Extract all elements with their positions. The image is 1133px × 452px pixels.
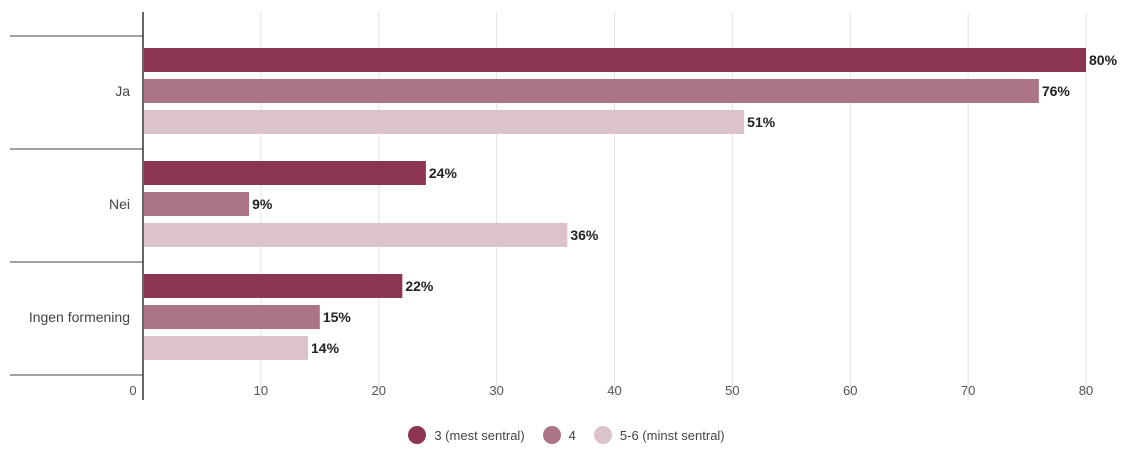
legend-item-series-1: 3 (mest sentral) [408, 426, 525, 444]
x-tick-label-30: 30 [489, 383, 503, 398]
bar-2-1 [144, 161, 426, 185]
data-label-2-1: 24% [429, 165, 458, 181]
axes: 0 10 20 30 40 50 60 70 80 Ja Nei Ingen formening [10, 12, 1093, 400]
data-label-1-3: 51% [747, 114, 776, 130]
category-label-2: Nei [109, 196, 130, 212]
x-tick-label-0: 0 [129, 383, 136, 398]
bar-3-1 [144, 274, 403, 298]
legend-swatch-series-1 [408, 426, 427, 444]
bars: 80% 76% 51% 24% 9% 36% 22% 15% 14% [144, 48, 1118, 360]
x-tick-label-80: 80 [1079, 383, 1093, 398]
legend: 3 (mest sentral) 4 5-6 (minst sentral) [0, 426, 1133, 444]
x-tick-label-70: 70 [961, 383, 975, 398]
bar-1-2 [144, 79, 1039, 103]
x-tick-label-50: 50 [725, 383, 739, 398]
bar-1-3 [144, 110, 745, 134]
x-tick-label-60: 60 [843, 383, 857, 398]
bar-3-3 [144, 336, 309, 360]
data-label-2-2: 9% [252, 196, 273, 212]
data-label-1-2: 76% [1042, 83, 1071, 99]
x-tick-label-10: 10 [254, 383, 268, 398]
legend-label-series-2: 4 [568, 427, 576, 443]
data-label-3-3: 14% [311, 340, 340, 356]
data-label-3-2: 15% [323, 309, 352, 325]
data-label-2-3: 36% [570, 227, 599, 243]
bar-1-1 [144, 48, 1086, 72]
bar-3-2 [144, 305, 320, 329]
legend-swatch-series-2 [542, 426, 561, 444]
category-label-3: Ingen formening [29, 309, 130, 325]
legend-item-series-2: 4 [542, 426, 576, 444]
bar-2-2 [144, 192, 250, 216]
x-tick-label-20: 20 [372, 383, 386, 398]
category-label-1: Ja [115, 83, 130, 99]
x-tick-label-40: 40 [607, 383, 621, 398]
legend-label-series-3: 5-6 (minst sentral) [619, 427, 725, 443]
data-label-1-1: 80% [1089, 52, 1118, 68]
legend-item-series-3: 5-6 (minst sentral) [593, 426, 725, 444]
legend-swatch-series-3 [593, 426, 612, 444]
bar-2-3 [144, 223, 568, 247]
data-label-3-1: 22% [405, 278, 434, 294]
bar-chart: 80% 76% 51% 24% 9% 36% 22% 15% 14% 0 10 20 30 40 50 60… [10, 12, 1118, 400]
gridlines [260, 12, 1087, 400]
legend-label-series-1: 3 (mest sentral) [434, 427, 525, 443]
